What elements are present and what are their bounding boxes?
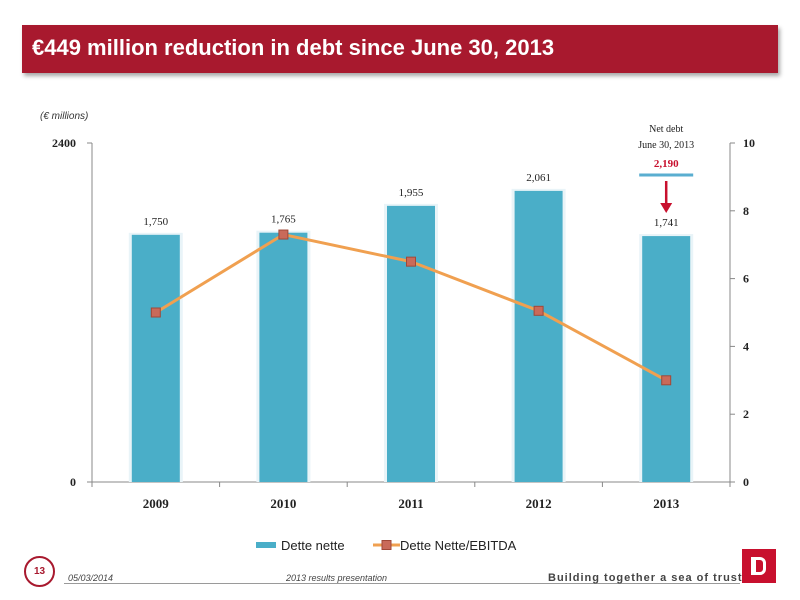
page-title: €449 million reduction in debt since Jun… xyxy=(32,35,555,60)
x-tick-label: 2009 xyxy=(143,496,170,511)
bar-value-label: 1,741 xyxy=(654,217,679,229)
x-tick-label: 2013 xyxy=(653,496,680,511)
line-point-2012 xyxy=(533,305,544,316)
line-point-2011 xyxy=(406,256,416,267)
y-left-tick-label: 0 xyxy=(70,475,76,489)
footer-presentation-title: 2013 results presentation xyxy=(286,573,388,583)
bar-dette-nette-2010 xyxy=(259,232,308,482)
bar-value-label: 1,955 xyxy=(399,187,424,199)
unit-label: (€ millions) xyxy=(40,111,88,122)
annotation-date: June 30, 2013 xyxy=(638,140,694,151)
legend-label-line: Dette Nette/EBITDA xyxy=(400,538,517,553)
bar-value-label: 1,750 xyxy=(143,216,168,228)
bar-dette-nette-2012 xyxy=(514,190,563,483)
bar-dette-nette-2009 xyxy=(131,234,180,482)
bar-value-label: 1,765 xyxy=(271,214,296,226)
line-point-2013 xyxy=(661,375,672,386)
y-right-tick-label: 10 xyxy=(743,136,755,150)
title-bar: €449 million reduction in debt since Jun… xyxy=(22,25,778,73)
page-number: 13 xyxy=(24,556,55,587)
annotation-value: 2,190 xyxy=(654,158,679,170)
legend-swatch-marker xyxy=(381,540,392,550)
x-tick-label: 2012 xyxy=(526,496,552,511)
footer-divider xyxy=(64,583,740,584)
x-tick-label: 2011 xyxy=(398,496,423,511)
y-right-tick-label: 4 xyxy=(743,339,749,353)
bar-value-label: 2,061 xyxy=(526,172,551,184)
y-left-tick-label: 2400 xyxy=(52,136,76,150)
bar-dette-nette-2013 xyxy=(642,236,691,482)
footer-tagline: Building together a sea of trust xyxy=(548,572,743,584)
legend-label-bar: Dette nette xyxy=(281,538,345,553)
y-right-tick-label: 6 xyxy=(743,272,749,286)
line-point-2010 xyxy=(278,229,289,240)
x-tick-label: 2010 xyxy=(270,496,296,511)
y-right-tick-label: 2 xyxy=(743,407,749,421)
annotation-net-debt: Net debt xyxy=(649,124,683,135)
logo-mark xyxy=(751,557,766,575)
bar-dette-nette-2011 xyxy=(387,205,435,482)
legend-swatch-bar xyxy=(256,542,276,548)
y-right-tick-label: 8 xyxy=(743,204,749,218)
y-right-tick-label: 0 xyxy=(743,475,749,489)
company-logo xyxy=(742,549,776,583)
footer-date: 05/03/2014 xyxy=(68,573,114,583)
annotation-arrow-head xyxy=(660,203,673,213)
line-point-2009 xyxy=(150,307,161,318)
